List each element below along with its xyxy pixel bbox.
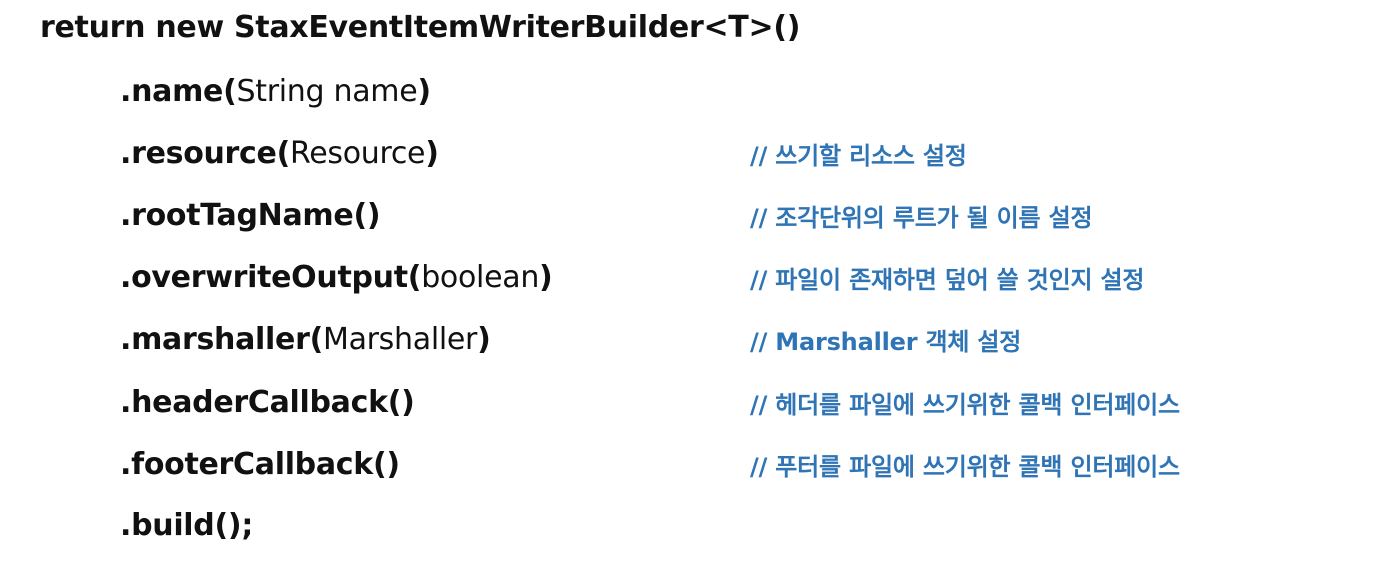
paren-open: ( <box>353 198 367 233</box>
paren-close: ) <box>539 260 553 295</box>
method-name: .build <box>120 508 215 543</box>
code-line-resource: .resource(Resource) <box>120 134 439 174</box>
code-line-footer-callback: .footerCallback() <box>120 445 400 485</box>
comment-resource: // 쓰기할 리소스 설정 <box>750 142 967 170</box>
method-args: String name <box>236 74 418 109</box>
paren-close: ) <box>366 198 381 233</box>
paren-close: ) <box>417 74 431 109</box>
method-name: .overwriteOutput <box>120 260 408 295</box>
code-line-header-callback: .headerCallback() <box>120 383 415 423</box>
paren-close: ); <box>227 508 254 543</box>
comment-root-tag-name: // 조각단위의 루트가 될 이름 설정 <box>750 204 1093 232</box>
method-args: boolean <box>421 260 540 295</box>
paren-close: ) <box>425 136 439 171</box>
method-args: Resource <box>290 136 426 171</box>
method-name: .marshaller <box>120 322 310 357</box>
code-line-root-tag-name: .rootTagName() <box>120 196 381 236</box>
paren-close: ) <box>401 385 415 420</box>
comment-overwrite-output: // 파일이 존재하면 덮어 쓸 것인지 설정 <box>750 266 1145 294</box>
method-args: Marshaller <box>322 322 478 357</box>
code-line-overwrite-output: .overwriteOutput(boolean) <box>120 258 553 298</box>
paren-open: ( <box>309 322 324 357</box>
comment-header-callback: // 헤더를 파일에 쓰기위한 콜백 인터페이스 <box>750 391 1180 419</box>
comment-footer-callback: // 푸터를 파일에 쓰기위한 콜백 인터페이스 <box>750 453 1180 481</box>
paren-close: ) <box>477 322 491 357</box>
method-name: .name <box>120 74 224 109</box>
comment-marshaller: // Marshaller 객체 설정 <box>750 328 1022 356</box>
method-name: .headerCallback <box>120 385 388 420</box>
paren-open: ( <box>407 260 422 295</box>
code-line-build: .build(); <box>120 506 253 546</box>
method-name: .footerCallback <box>120 447 373 482</box>
paren-open: ( <box>214 508 228 543</box>
paren-open: ( <box>372 447 387 482</box>
method-name: .resource <box>120 136 277 171</box>
paren-open: ( <box>223 74 237 109</box>
code-line-name: .name(String name) <box>120 72 431 112</box>
paren-open: ( <box>387 385 402 420</box>
paren-close: ) <box>386 447 400 482</box>
code-line-marshaller: .marshaller(Marshaller) <box>120 320 491 360</box>
paren-open: ( <box>276 136 291 171</box>
method-name: .rootTagName <box>120 198 354 233</box>
builder-return-statement: return new StaxEventItemWriterBuilder<T>… <box>40 10 801 45</box>
